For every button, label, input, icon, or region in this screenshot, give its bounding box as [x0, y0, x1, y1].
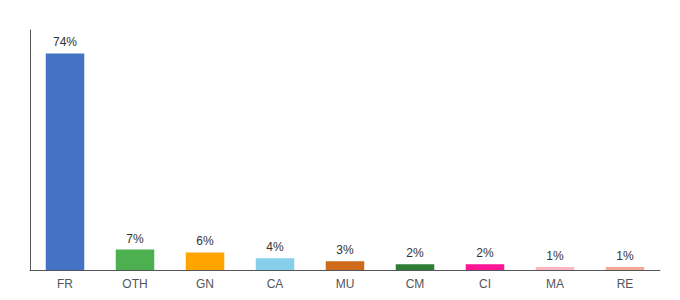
- svg-text:MU: MU: [336, 277, 355, 291]
- svg-text:OTH: OTH: [122, 277, 147, 291]
- svg-text:GN: GN: [196, 277, 214, 291]
- svg-text:2%: 2%: [406, 246, 424, 260]
- svg-text:1%: 1%: [546, 249, 564, 263]
- svg-text:4%: 4%: [266, 240, 284, 254]
- svg-text:CI: CI: [479, 277, 491, 291]
- svg-text:CM: CM: [406, 277, 425, 291]
- svg-text:74%: 74%: [53, 35, 77, 49]
- svg-text:3%: 3%: [336, 243, 354, 257]
- svg-text:7%: 7%: [126, 232, 144, 246]
- svg-text:6%: 6%: [196, 234, 214, 248]
- svg-text:FR: FR: [57, 277, 73, 291]
- svg-text:MA: MA: [546, 277, 564, 291]
- svg-text:CA: CA: [267, 277, 284, 291]
- svg-text:1%: 1%: [616, 249, 634, 263]
- svg-text:2%: 2%: [476, 246, 494, 260]
- svg-text:RE: RE: [617, 277, 634, 291]
